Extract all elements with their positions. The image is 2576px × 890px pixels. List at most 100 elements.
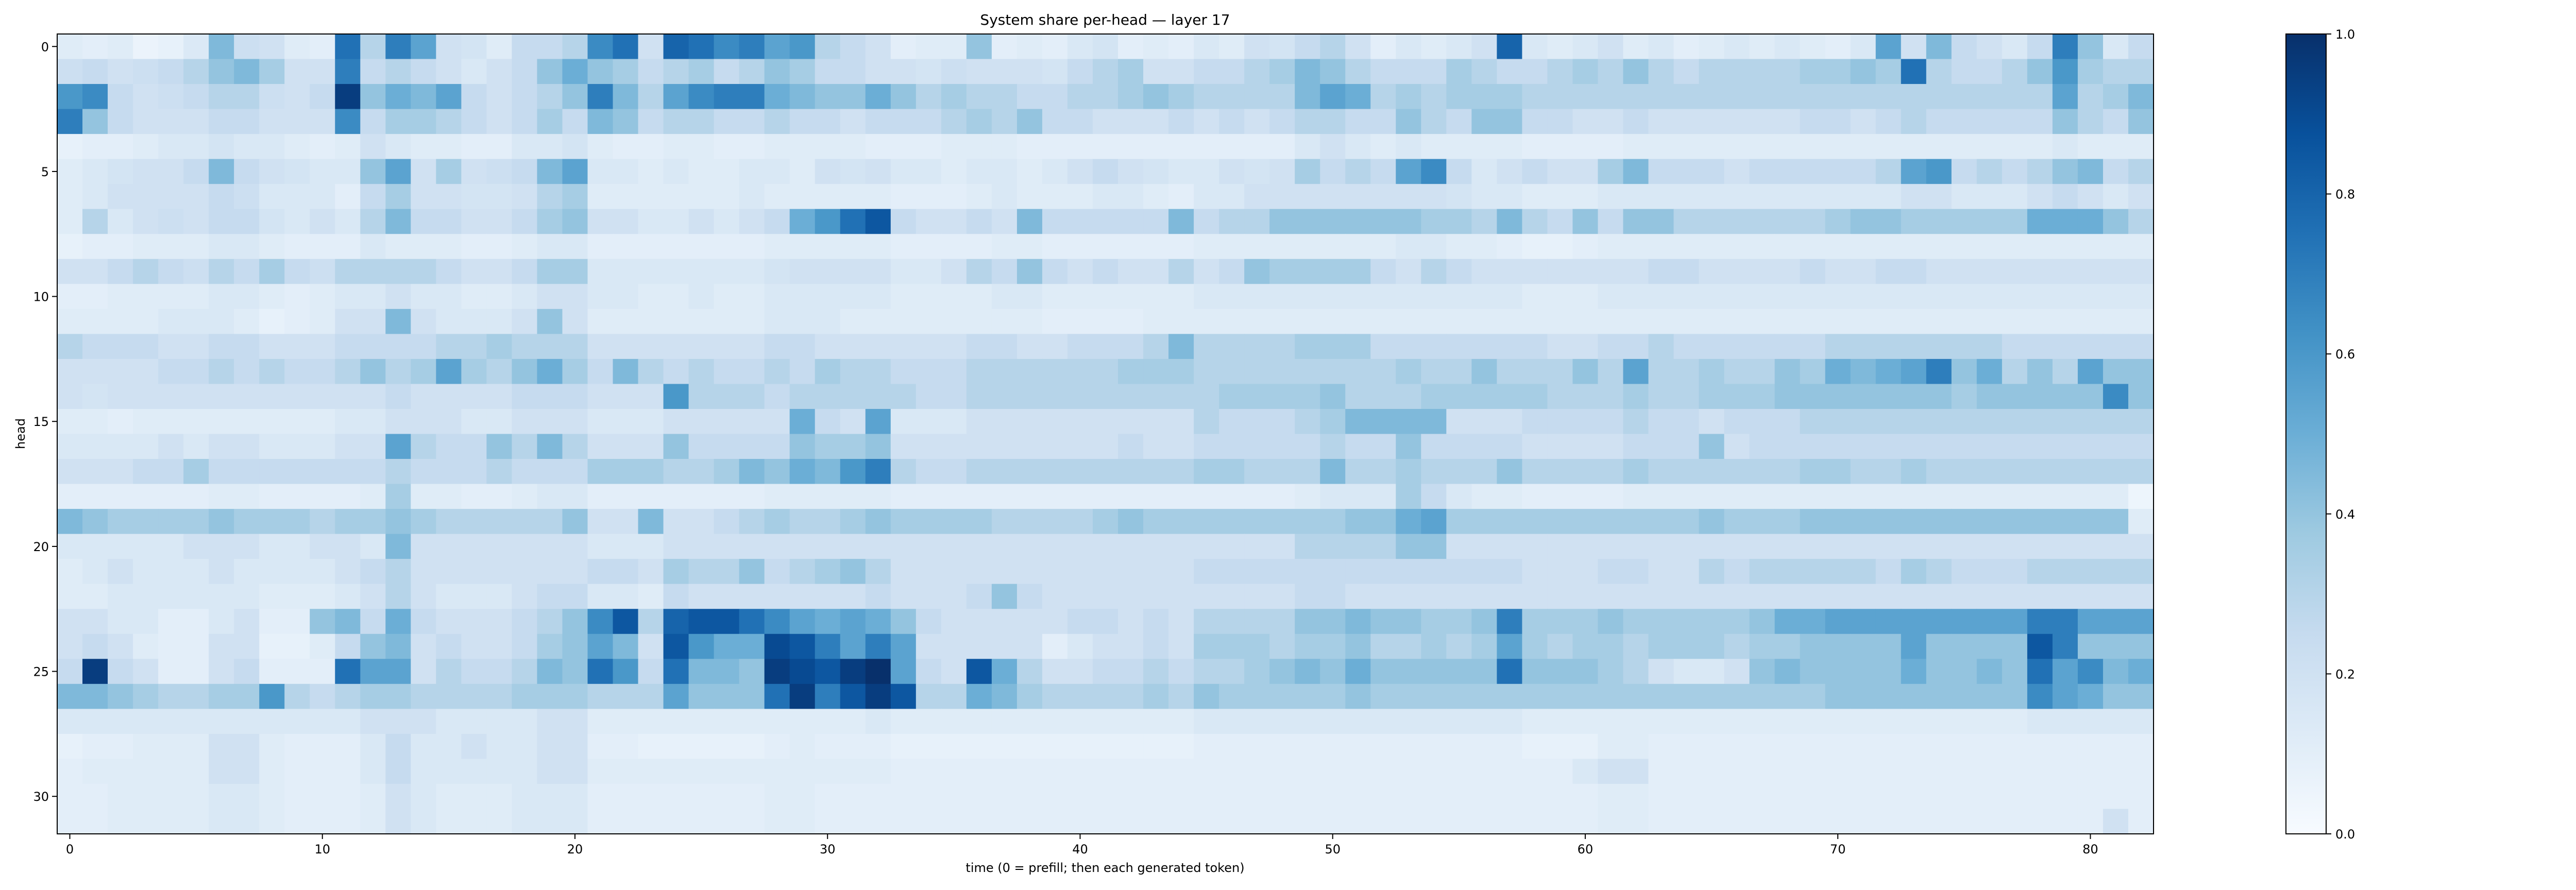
heatmap-cell [1118,84,1144,110]
heatmap-cell [2052,459,2078,485]
heatmap-cell [815,358,841,385]
heatmap-cell [259,809,285,834]
heatmap-cell [1926,34,1952,60]
heatmap-cell [840,534,866,559]
heatmap-cell [613,84,639,110]
x-tick-label: 0 [66,842,74,857]
heatmap-cell [1926,634,1952,659]
heatmap-cell [512,634,538,659]
heatmap-cell [234,659,260,684]
heatmap-cell [158,809,184,834]
heatmap-cell [587,434,614,459]
heatmap-cell [411,609,436,635]
heatmap-cell [1875,509,1902,535]
heatmap-cell [865,809,891,834]
heatmap-cell [966,309,992,334]
heatmap-cell [1143,534,1169,559]
heatmap-cell [461,159,487,184]
heatmap-cell [1497,259,1522,284]
heatmap-cell [1421,84,1447,110]
heatmap-cell [1092,34,1118,60]
heatmap-cell [2027,759,2053,784]
heatmap-cell [461,584,487,609]
heatmap-cell [284,809,310,834]
heatmap-cell [1219,84,1245,110]
heatmap-cell [663,209,689,234]
heatmap-cell [739,609,765,635]
heatmap-cell [916,683,942,709]
heatmap-cell [1572,134,1599,160]
heatmap-cell [1774,509,1801,535]
heatmap-cell [1800,84,1826,110]
heatmap-cell [1951,109,1977,134]
heatmap-cell [284,634,310,659]
heatmap-cell [1446,408,1472,435]
heatmap-cell [259,84,285,110]
heatmap-cell [1370,358,1396,385]
heatmap-cell [512,609,538,635]
heatmap-cell [663,59,689,84]
heatmap-cell [1850,759,1876,784]
heatmap-cell [840,259,866,284]
heatmap-cell [1143,408,1169,435]
heatmap-cell [2077,534,2104,559]
heatmap-cell [1976,559,2003,585]
heatmap-cell [2077,733,2104,760]
heatmap-cell [436,634,462,659]
heatmap-cell [1219,358,1245,385]
heatmap-cell [2103,309,2129,334]
heatmap-cell [1749,384,1775,409]
heatmap-cell [1067,34,1093,60]
heatmap-cell [1901,34,1927,60]
heatmap-cell [840,634,866,659]
heatmap-cell [335,783,361,810]
heatmap-cell [1345,509,1371,535]
heatmap-cell [2002,109,2028,134]
heatmap-cell [638,783,664,810]
heatmap-cell [1976,459,2003,485]
heatmap-cell [1572,559,1599,585]
heatmap-cell [234,284,260,310]
heatmap-cell [1092,134,1118,160]
heatmap-cell [1598,184,1624,210]
heatmap-cell [1471,584,1497,609]
heatmap-cell [840,284,866,310]
heatmap-cell [714,634,740,659]
heatmap-cell [512,459,538,485]
heatmap-cell [1875,434,1902,459]
heatmap-cell [1699,408,1725,435]
heatmap-cell [1951,358,1977,385]
heatmap-cell [1092,484,1118,509]
heatmap-cell [1194,634,1219,659]
heatmap-cell [310,584,335,609]
heatmap-cell [1042,184,1068,210]
heatmap-cell [360,384,386,409]
heatmap-cell [1572,683,1599,709]
heatmap-cell [1067,759,1093,784]
heatmap-cell [1825,709,1851,734]
heatmap-cell [2052,309,2078,334]
heatmap-cell [2077,109,2104,134]
heatmap-cell [1016,634,1043,659]
heatmap-cell [1345,809,1371,834]
heatmap-cell [1320,709,1346,734]
heatmap-cell [2052,358,2078,385]
heatmap-cell [638,334,664,360]
heatmap-cell [991,584,1018,609]
heatmap-cell [1471,733,1497,760]
heatmap-cell [1825,634,1851,659]
heatmap-cell [537,484,563,509]
heatmap-cell [663,408,689,435]
heatmap-cell [2128,159,2154,184]
heatmap-cell [1572,733,1599,760]
heatmap-cell [1219,709,1245,734]
heatmap-cell [840,408,866,435]
heatmap-cell [789,534,816,559]
heatmap-cell [209,84,234,110]
heatmap-cell [1143,384,1169,409]
heatmap-cell [865,284,891,310]
heatmap-cell [562,609,588,635]
heatmap-cell [82,634,108,659]
heatmap-cell [2128,559,2154,585]
heatmap-cell [688,484,715,509]
